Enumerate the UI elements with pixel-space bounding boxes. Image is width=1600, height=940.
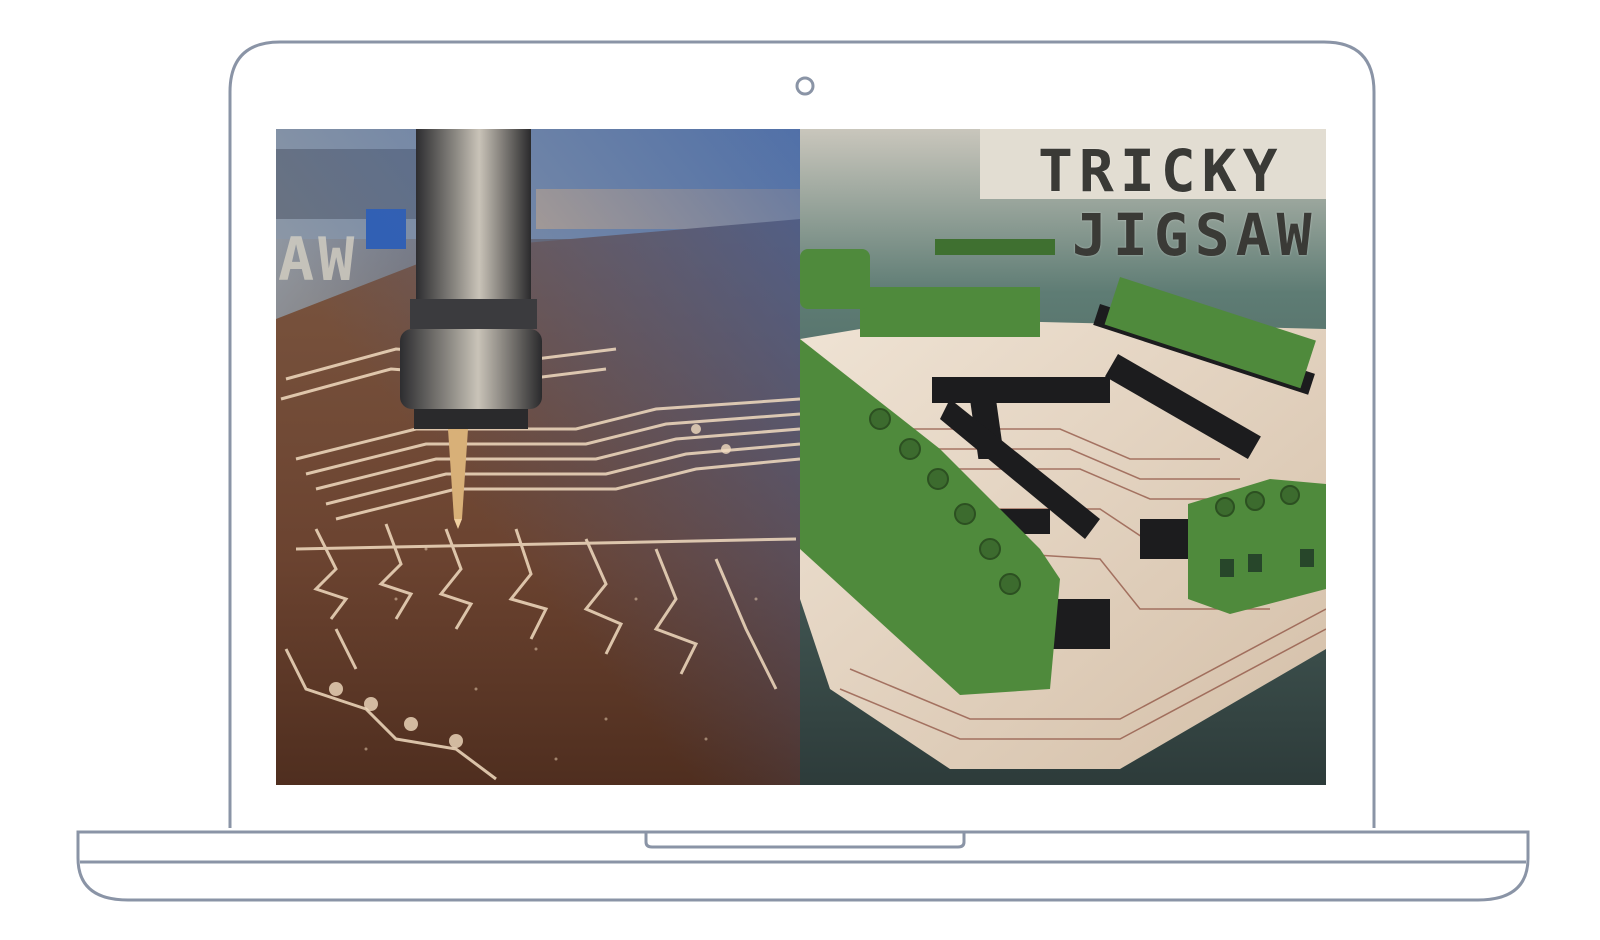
partial-sign-text: AW (278, 225, 359, 295)
laptop-screen: AW (276, 129, 1326, 785)
sign-line-1: TRICKY (1038, 137, 1284, 205)
camera-icon (795, 76, 815, 96)
cnc-milling-photo: AW (276, 129, 800, 785)
sign-line-2: JIGSAW (1072, 201, 1318, 269)
finished-pcb-photo: TRICKY JIGSAW (800, 129, 1326, 785)
